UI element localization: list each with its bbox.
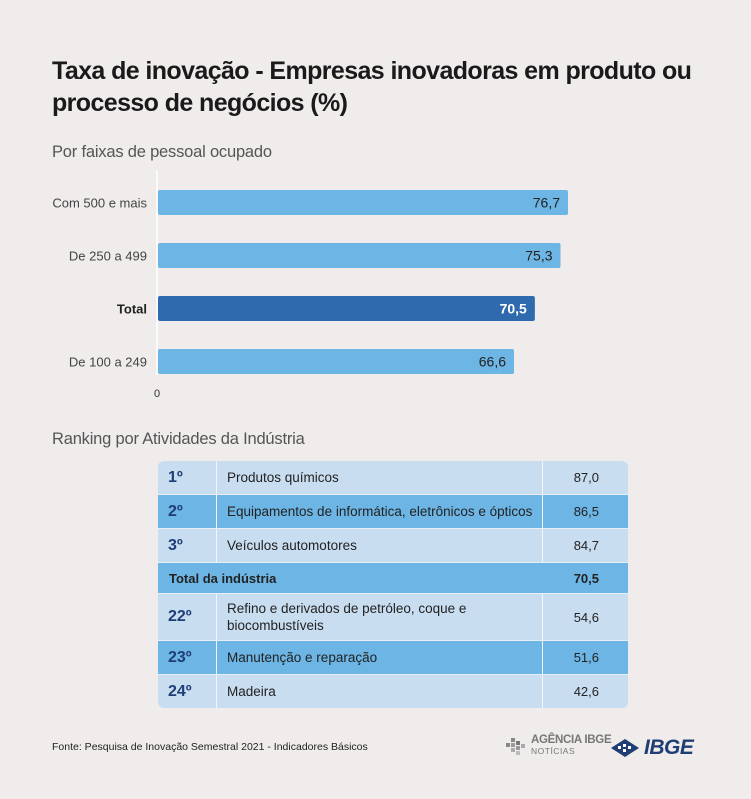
table-row: 23º Manutenção e reparação 51,6 <box>158 641 628 675</box>
ibge-logo: IBGE <box>610 736 694 760</box>
category-label: Com 500 e mais <box>52 196 147 211</box>
agencia-logo-text: AGÊNCIA IBGE <box>531 734 612 746</box>
value-cell: 70,5 <box>573 570 599 586</box>
rank-cell: 2º <box>158 495 217 528</box>
value-cell: 87,0 <box>573 470 599 485</box>
table-subtitle: Ranking por Atividades da Indústria <box>52 430 305 448</box>
table-row: 3º Veículos automotores 84,7 <box>158 529 628 563</box>
ibge-logo-mark <box>611 739 639 757</box>
activity-cell: Produtos químicos <box>217 461 543 494</box>
rank-cell: 24º <box>158 675 217 708</box>
agencia-ibge-logo: AGÊNCIA IBGE NOTÍCIAS <box>505 734 612 757</box>
value-cell: 51,6 <box>573 650 599 665</box>
value-label: 75,3 <box>525 248 552 264</box>
category-label: De 100 a 249 <box>69 355 147 370</box>
activity-cell: Madeira <box>217 675 543 708</box>
value-label: 66,6 <box>479 354 506 370</box>
bar <box>158 296 535 321</box>
agencia-ibge-logo-mark <box>506 738 525 755</box>
chart-title: Taxa de inovação - Empresas inovadoras e… <box>52 57 692 117</box>
table-row: 22º Refino e derivados de petróleo, coque… <box>158 594 628 641</box>
chart-subtitle: Por faixas de pessoal ocupado <box>52 143 272 161</box>
bar <box>158 243 561 268</box>
table-row: 2º Equipamentos de informática, eletrônic… <box>158 495 628 529</box>
value-cell: 54,6 <box>573 609 599 625</box>
ibge-logo-text: IBGE <box>644 736 694 759</box>
value-cell: 42,6 <box>573 684 599 699</box>
agencia-logo-subtext: NOTÍCIAS <box>531 746 576 756</box>
table-row: Total da indústria 70,5 <box>158 563 628 594</box>
rank-cell: 22º <box>158 594 217 640</box>
rank-cell: 23º <box>158 641 217 674</box>
table-row: 1º Produtos químicos 87,0 <box>158 461 628 495</box>
activity-cell: Total da indústria <box>169 570 277 586</box>
table-row: 24º Madeira 42,6 <box>158 675 628 708</box>
activity-cell: Refino e derivados de petróleo, coque e … <box>217 594 543 640</box>
bar <box>158 349 515 374</box>
value-label: 76,7 <box>533 195 560 211</box>
category-label: De 250 a 499 <box>69 249 147 264</box>
bar-chart: Com 500 e mais 76,7 De 250 a 499 75,3 Total 7… <box>52 170 568 400</box>
rank-cell: 1º <box>158 461 217 494</box>
source-note: Fonte: Pesquisa de Inovação Semestral 20… <box>52 741 368 753</box>
activity-cell: Equipamentos de informática, eletrônicos… <box>217 495 543 528</box>
category-label: Total <box>117 302 147 317</box>
rank-cell: 3º <box>158 529 217 562</box>
activity-cell: Manutenção e reparação <box>217 641 543 674</box>
value-cell: 86,5 <box>573 504 599 519</box>
value-cell: 84,7 <box>573 538 599 553</box>
bar <box>158 190 568 215</box>
ranking-table: 1º Produtos químicos 87,0 2º Equipamentos de… <box>158 461 628 708</box>
activity-cell: Veículos automotores <box>217 529 543 562</box>
x-tick-label: 0 <box>154 388 160 400</box>
value-label: 70,5 <box>500 301 527 317</box>
